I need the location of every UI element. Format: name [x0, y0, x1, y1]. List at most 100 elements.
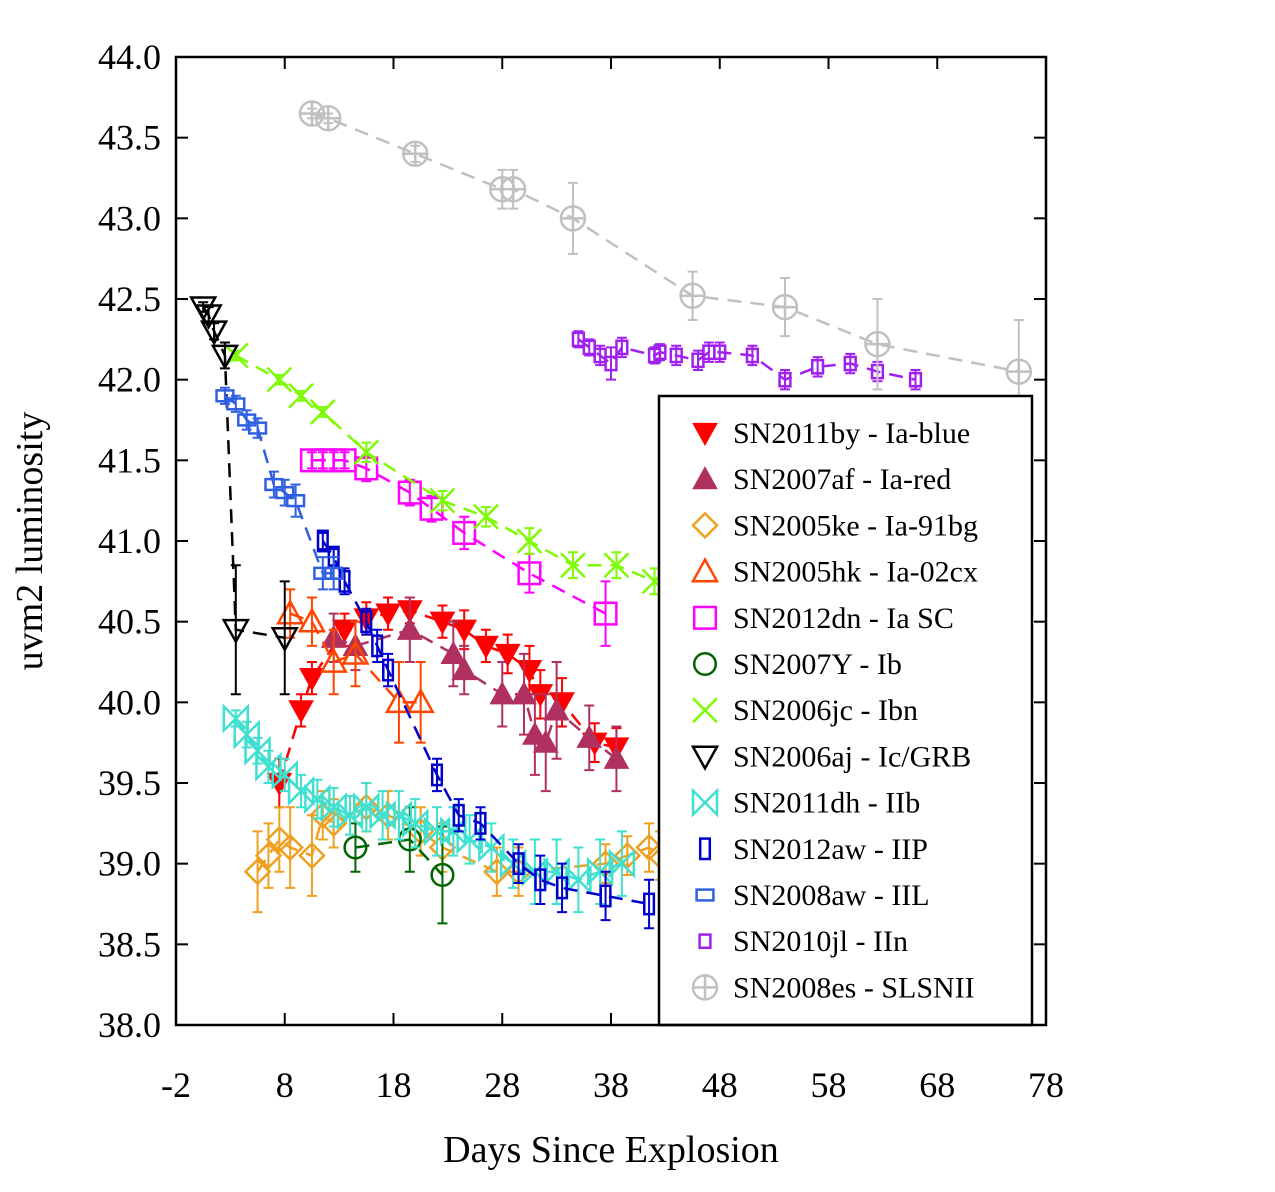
data-point: [406, 687, 435, 714]
plot-frame: [174, 55, 1048, 1027]
legend-marker: [692, 605, 718, 630]
y-tick-label: 42.5: [98, 279, 161, 319]
y-tick-label: 41.0: [98, 521, 161, 561]
data-point: [1005, 358, 1033, 385]
data-point: [243, 857, 272, 886]
data-point: [222, 703, 250, 734]
error-bar: [600, 870, 611, 922]
legend-label: SN2012aw - IIP: [733, 833, 928, 866]
legend-marker: [698, 933, 712, 950]
data-point: [298, 100, 326, 127]
data-point: [319, 647, 348, 673]
x-tick-label: 38: [593, 1065, 629, 1105]
data-point: [324, 566, 344, 580]
series-line: [333, 628, 618, 760]
y-tick-label: 40.0: [98, 682, 161, 722]
data-point: [483, 857, 511, 886]
error-bar: [644, 878, 655, 930]
x-tick-label: 58: [811, 1065, 847, 1105]
series-sn2006aj: [189, 296, 299, 696]
data-point: [713, 344, 727, 361]
series-sn2008aw: [215, 386, 344, 591]
legend-label: SN2011dh - IIb: [733, 787, 920, 820]
error-bar: [290, 483, 301, 518]
legend-label: SN2005hk - Ia-02cx: [733, 556, 978, 589]
error-bar: [524, 552, 535, 594]
data-point: [237, 413, 257, 427]
error-bar: [535, 854, 546, 905]
legend-box: [657, 394, 1034, 1027]
data-point: [315, 105, 342, 132]
plot-area: [189, 100, 1033, 930]
data-point: [270, 626, 299, 653]
y-tick-label: 38.5: [98, 924, 161, 964]
y-tick-label: 40.5: [98, 602, 161, 642]
data-point: [343, 835, 368, 860]
error-bar: [513, 843, 524, 885]
error-bar: [361, 607, 372, 636]
data-point: [478, 832, 505, 863]
y-tick-label: 44.0: [98, 37, 161, 77]
data-point: [599, 884, 612, 908]
data-point: [194, 304, 223, 330]
data-point: [615, 339, 629, 356]
data-point: [603, 745, 630, 769]
series-sn2010jl: [571, 330, 923, 391]
legend-label: SN2006jc - Ibn: [733, 694, 918, 727]
data-point: [397, 480, 422, 505]
data-point: [430, 862, 455, 888]
data-point: [908, 371, 923, 388]
data-point: [451, 657, 478, 681]
data-point: [608, 848, 636, 879]
y-tick-label: 41.5: [98, 440, 161, 480]
data-point: [494, 643, 521, 667]
ticks: -2 8 18 28 38 48 58 68 78 38.0 38.5 39.0 39.5 40.0 40.…: [98, 37, 1064, 1105]
data-point: [603, 552, 630, 579]
legend-entry: SN2008es - SLSNII: [691, 971, 975, 1004]
legend: SN2011by - Ia-blue SN2007af - Ia-red SN200…: [657, 394, 1034, 1027]
x-tick-label: 78: [1028, 1065, 1064, 1105]
data-point: [679, 282, 706, 310]
error-bar: [415, 661, 426, 744]
legend-marker: [695, 888, 715, 902]
data-point: [288, 700, 314, 724]
legend-marker: [698, 837, 712, 861]
data-point: [534, 868, 547, 892]
series-sn2007af: [320, 596, 630, 793]
error-bar: [606, 346, 616, 381]
data-point: [221, 618, 250, 645]
data-point: [556, 876, 569, 900]
data-point: [499, 176, 527, 203]
data-point: [275, 485, 295, 500]
x-tick-label: 68: [919, 1065, 955, 1105]
axis-labels: Days Since Explosion uvm2 luminosity: [9, 412, 779, 1171]
x-axis-title: Days Since Explosion: [443, 1129, 779, 1171]
error-bar: [328, 628, 339, 696]
data-point: [473, 503, 499, 530]
data-point: [582, 339, 596, 356]
data-point: [353, 439, 380, 466]
y-tick-label: 43.0: [98, 198, 161, 238]
error-bar: [317, 531, 328, 551]
data-point: [371, 634, 384, 658]
data-point: [604, 355, 618, 372]
data-point: [643, 892, 656, 916]
data-point: [384, 687, 414, 714]
legend-marker: [690, 745, 720, 771]
legend-marker: [692, 466, 718, 490]
legend-entry: SN2011by - Ia-blue: [692, 417, 970, 450]
legend-entry: SN2011dh - IIb: [691, 787, 920, 820]
error-bar: [263, 822, 274, 889]
data-point: [233, 719, 260, 750]
data-point: [341, 639, 370, 665]
legend-entry: SN2012dn - Ia SC: [692, 602, 954, 635]
legend-marker: [691, 974, 719, 1001]
data-point: [244, 735, 271, 766]
data-point: [521, 856, 549, 887]
error-bar: [306, 596, 317, 647]
data-point: [429, 487, 456, 514]
error-bar: [557, 862, 568, 914]
legend-entry: SN2012aw - IIP: [698, 833, 928, 866]
y-tick-label: 43.5: [98, 118, 161, 158]
data-point: [288, 382, 314, 409]
